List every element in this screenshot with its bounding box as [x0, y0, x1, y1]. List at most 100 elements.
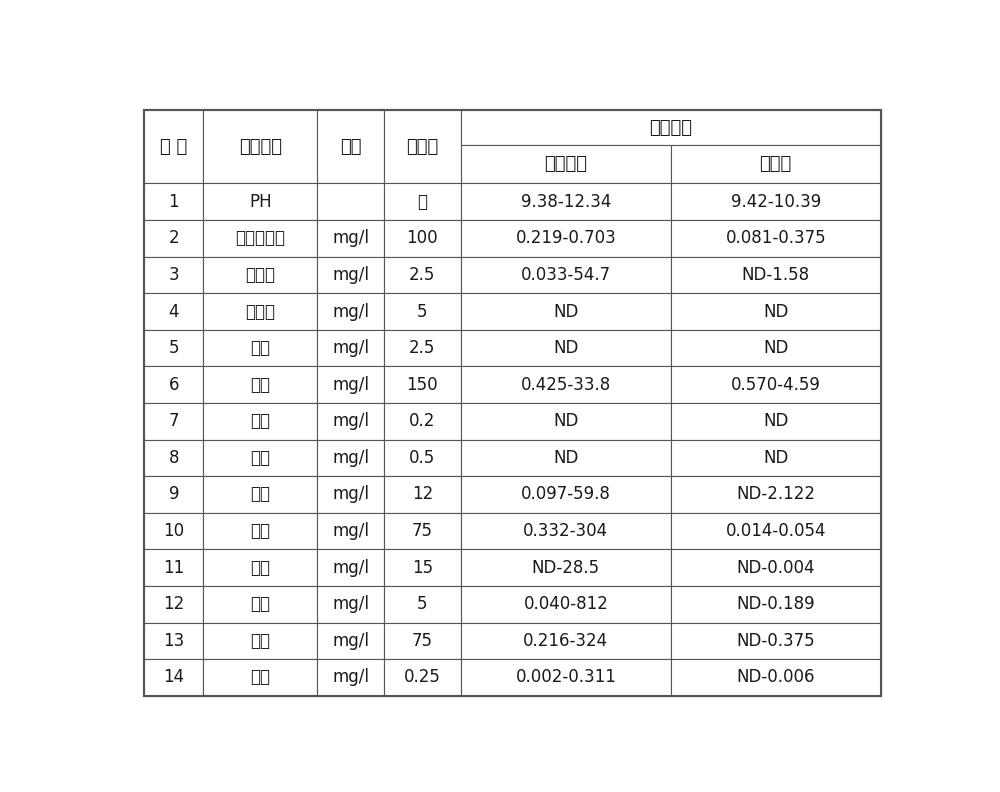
Text: 9.38-12.34: 9.38-12.34	[521, 192, 611, 211]
Text: 9: 9	[169, 485, 179, 504]
Bar	[671, 440, 881, 476]
Bar	[144, 329, 203, 367]
Bar	[203, 440, 317, 476]
Bar	[384, 257, 461, 293]
Bar	[671, 220, 881, 257]
Text: 总锌: 总锌	[250, 632, 270, 650]
Bar	[317, 110, 384, 184]
Text: 0.081-0.375: 0.081-0.375	[725, 230, 826, 247]
Bar	[671, 146, 881, 184]
Text: 六价铬: 六价铬	[245, 266, 275, 284]
Bar	[671, 184, 881, 220]
Text: ND: ND	[553, 339, 579, 357]
Text: ND: ND	[553, 413, 579, 430]
Bar	[144, 586, 203, 623]
Text: 总钡: 总钡	[250, 375, 270, 394]
Text: ND: ND	[553, 303, 579, 321]
Text: 0.332-304: 0.332-304	[523, 522, 608, 540]
Text: ND-1.58: ND-1.58	[742, 266, 810, 284]
Text: 75: 75	[412, 632, 433, 650]
Bar	[671, 293, 881, 329]
Bar	[671, 367, 881, 403]
Bar	[384, 512, 461, 550]
Bar	[384, 550, 461, 586]
Bar	[144, 550, 203, 586]
Text: 4: 4	[169, 303, 179, 321]
Bar	[144, 293, 203, 329]
Text: 1: 1	[169, 192, 179, 211]
Text: ND-0.375: ND-0.375	[736, 632, 815, 650]
Bar	[317, 329, 384, 367]
Bar	[384, 659, 461, 695]
Bar	[317, 367, 384, 403]
Bar	[671, 586, 881, 623]
Text: 5: 5	[169, 339, 179, 357]
Text: ND-28.5: ND-28.5	[532, 558, 600, 577]
Bar	[203, 476, 317, 512]
Bar	[144, 367, 203, 403]
Text: 序 号: 序 号	[160, 138, 187, 156]
Text: 13: 13	[163, 632, 184, 650]
Text: mg/l: mg/l	[332, 596, 369, 613]
Text: 2.5: 2.5	[409, 339, 435, 357]
Text: 75: 75	[412, 522, 433, 540]
Text: 分析项目: 分析项目	[239, 138, 282, 156]
Bar	[317, 257, 384, 293]
Text: 0.014-0.054: 0.014-0.054	[725, 522, 826, 540]
Text: ND: ND	[763, 449, 788, 467]
Text: 12: 12	[412, 485, 433, 504]
Text: mg/l: mg/l	[332, 413, 369, 430]
Text: 0.216-324: 0.216-324	[523, 632, 608, 650]
Text: mg/l: mg/l	[332, 303, 369, 321]
Bar	[203, 220, 317, 257]
Text: 10: 10	[163, 522, 184, 540]
Bar	[203, 329, 317, 367]
Bar	[144, 512, 203, 550]
Text: 总镍: 总镍	[250, 558, 270, 577]
Text: 0.002-0.311: 0.002-0.311	[515, 668, 616, 687]
Bar	[671, 329, 881, 367]
Text: 0.033-54.7: 0.033-54.7	[521, 266, 611, 284]
Bar	[203, 659, 317, 695]
Bar	[461, 329, 671, 367]
Text: 无机氟化物: 无机氟化物	[235, 230, 285, 247]
Bar	[671, 257, 881, 293]
Bar	[461, 146, 671, 184]
Bar	[144, 110, 203, 184]
Bar	[461, 184, 671, 220]
Bar	[203, 367, 317, 403]
Bar	[461, 110, 881, 146]
Bar	[461, 550, 671, 586]
Text: ND-0.006: ND-0.006	[736, 668, 815, 687]
Bar	[317, 659, 384, 695]
Text: mg/l: mg/l	[332, 339, 369, 357]
Text: 0.097-59.8: 0.097-59.8	[521, 485, 611, 504]
Text: 总铜: 总铜	[250, 522, 270, 540]
Bar	[144, 403, 203, 440]
Text: mg/l: mg/l	[332, 522, 369, 540]
Text: 氰化物: 氰化物	[245, 303, 275, 321]
Bar	[144, 440, 203, 476]
Bar	[461, 367, 671, 403]
Text: ND-0.004: ND-0.004	[736, 558, 815, 577]
Bar	[144, 659, 203, 695]
Text: mg/l: mg/l	[332, 558, 369, 577]
Text: 0.425-33.8: 0.425-33.8	[521, 375, 611, 394]
Text: mg/l: mg/l	[332, 230, 369, 247]
Bar	[203, 257, 317, 293]
Text: mg/l: mg/l	[332, 266, 369, 284]
Text: 测试结果: 测试结果	[649, 119, 692, 137]
Text: 0.570-4.59: 0.570-4.59	[731, 375, 821, 394]
Text: ND: ND	[553, 449, 579, 467]
Bar	[461, 476, 671, 512]
Bar	[384, 586, 461, 623]
Text: mg/l: mg/l	[332, 485, 369, 504]
Bar	[384, 329, 461, 367]
Bar	[384, 476, 461, 512]
Bar	[671, 550, 881, 586]
Bar	[203, 403, 317, 440]
Bar	[317, 184, 384, 220]
Bar	[671, 512, 881, 550]
Bar	[671, 476, 881, 512]
Bar	[144, 184, 203, 220]
